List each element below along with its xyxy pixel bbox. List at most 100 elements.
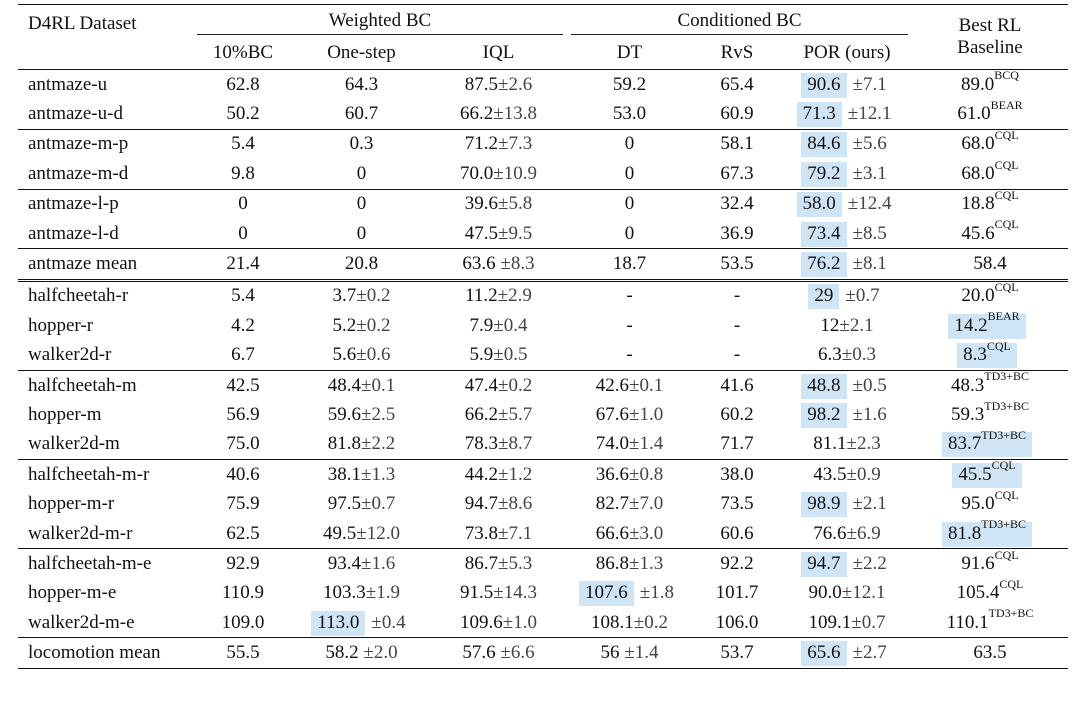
score-cell: 40.6 xyxy=(193,460,293,490)
table-row: hopper-r 4.2 5.2±0.2 7.9±0.4- -12±2.1 14.2BEA… xyxy=(18,310,1068,340)
score-value: 56.9 xyxy=(226,403,260,425)
score-value: 71.2 xyxy=(464,133,499,155)
score-cell: 63.5 xyxy=(912,638,1068,668)
header-col-one-step: One-step xyxy=(327,42,396,63)
baseline-source-label: CQL xyxy=(994,157,1019,172)
plus-minus-sign: ± xyxy=(371,611,382,633)
plus-minus-sign: ± xyxy=(493,344,504,366)
plus-minus-sign: ± xyxy=(498,433,509,455)
plus-minus-sign: ± xyxy=(852,133,863,155)
score-value: 56 xyxy=(600,642,625,664)
score-value: 65.6 xyxy=(807,642,841,664)
std-dev-value: 8.3 xyxy=(510,253,535,275)
table-row: hopper-m-e 110.9 103.3±1.9 91.5±14.3 107.6 ±1… xyxy=(18,577,1068,608)
score-cell: 50.2 xyxy=(193,99,293,129)
score-value: 87.5 xyxy=(464,73,499,95)
score-cell: 78.3±8.7 xyxy=(430,430,567,460)
dataset-name-cell: hopper-m-e xyxy=(28,582,117,604)
score-cell: 86.7±5.3 xyxy=(430,549,567,579)
score-cell: 86.8±1.3 xyxy=(567,549,692,579)
score-value: 63.5 xyxy=(973,642,1007,664)
std-dev-value: 1.4 xyxy=(639,433,664,455)
plus-minus-sign: ± xyxy=(841,582,853,604)
score-cell: 57.6 ±6.6 xyxy=(430,638,567,668)
score-cell: 7.9±0.4 xyxy=(430,311,567,340)
score-cell: - xyxy=(567,278,692,312)
dataset-name-cell: walker2d-r xyxy=(28,344,112,366)
baseline-source-label: CQL xyxy=(994,487,1019,502)
score-cell: 41.6 xyxy=(692,370,782,400)
score-value: 74.0 xyxy=(595,433,630,455)
score-value: - xyxy=(626,285,633,307)
std-dev-value: 0.2 xyxy=(366,314,391,336)
score-cell: 95.0CQL xyxy=(912,489,1068,518)
plus-minus-sign: ± xyxy=(361,463,372,485)
best-score-highlight: 8.3CQL xyxy=(957,340,1017,369)
score-cell: 71.2±7.3 xyxy=(430,129,567,159)
std-dev-value: 7.1 xyxy=(508,522,533,544)
baseline-source-label: TD3+BC xyxy=(984,369,1030,384)
score-value: 75.0 xyxy=(226,433,260,455)
table-row: walker2d-r 6.7 5.6±0.6 5.9±0.5- -6.3±0.3 8.3C… xyxy=(18,340,1068,371)
plus-minus-sign: ± xyxy=(629,552,640,574)
score-value: 36.6 xyxy=(595,463,630,485)
score-value: 62.8 xyxy=(226,73,260,95)
plus-minus-sign: ± xyxy=(493,582,504,604)
std-dev-value: 9.5 xyxy=(508,222,533,244)
std-dev-value: 5.3 xyxy=(508,552,533,574)
std-dev-value: 0.1 xyxy=(639,374,664,396)
std-dev-value: 2.2 xyxy=(371,433,396,455)
score-value: 38.0 xyxy=(720,463,754,485)
plus-minus-sign: ± xyxy=(356,285,367,307)
best-score-highlight: 81.8TD3+BC xyxy=(941,518,1033,547)
score-cell: 0 xyxy=(567,159,692,189)
score-value: 59.3 xyxy=(950,403,985,425)
plus-minus-sign: ± xyxy=(498,73,509,95)
score-cell: 83.7TD3+BC xyxy=(912,429,1068,460)
score-cell: 93.4±1.6 xyxy=(293,549,430,579)
baseline-source-label: CQL xyxy=(999,577,1024,591)
score-cell: 43.5±0.9 xyxy=(782,460,912,490)
score-value: 109.0 xyxy=(221,611,265,633)
plus-minus-sign: ± xyxy=(624,642,635,664)
std-dev-value: 5.6 xyxy=(862,133,887,155)
plus-minus-sign: ± xyxy=(629,493,640,515)
score-value: 8.3 xyxy=(963,344,987,366)
std-dev-value: 0.2 xyxy=(366,285,391,307)
score-value: 58.2 xyxy=(325,642,364,664)
score-cell: 76.6±6.9 xyxy=(782,519,912,549)
score-cell: 81.8±2.2 xyxy=(293,430,430,460)
score-value: 113.0 xyxy=(317,611,360,633)
best-score-highlight: 98.9 xyxy=(801,492,847,518)
score-cell: 65.4 xyxy=(692,70,782,100)
std-dev-value: 0.4 xyxy=(503,314,528,336)
score-value: 38.1 xyxy=(327,463,362,485)
score-value: 109.1 xyxy=(808,611,852,633)
score-cell: 92.2 xyxy=(692,549,782,579)
dataset-name-cell: antmaze mean xyxy=(28,253,138,275)
score-cell: 6.7 xyxy=(193,341,293,371)
plus-minus-sign: ± xyxy=(356,314,367,336)
score-value: 0 xyxy=(356,193,367,215)
score-value: 66.2 xyxy=(464,403,499,425)
score-value: 109.6 xyxy=(460,611,503,633)
plus-minus-sign: ± xyxy=(846,522,857,544)
score-cell: 47.5±9.5 xyxy=(430,219,567,249)
score-value: 9.8 xyxy=(231,162,255,184)
score-cell: 11.2±2.9 xyxy=(430,278,567,312)
dataset-name-cell: antmaze-m-p xyxy=(28,133,129,155)
score-value: 110.9 xyxy=(221,582,265,604)
score-value: 55.5 xyxy=(226,642,260,664)
score-cell: 64.3 xyxy=(293,70,430,100)
score-value: 11.2 xyxy=(465,285,498,307)
score-cell: 0 xyxy=(567,189,692,219)
score-value: 21.4 xyxy=(226,253,260,275)
std-dev-value: 2.7 xyxy=(862,642,887,664)
score-cell: 89.0BCQ xyxy=(912,69,1068,100)
score-value: 5.4 xyxy=(231,133,255,155)
best-score-highlight: 84.6 xyxy=(801,132,847,158)
plus-minus-sign: ± xyxy=(361,552,372,574)
score-value: - xyxy=(626,344,633,366)
plus-minus-sign: ± xyxy=(629,433,640,455)
std-dev-value: 5.8 xyxy=(508,193,533,215)
